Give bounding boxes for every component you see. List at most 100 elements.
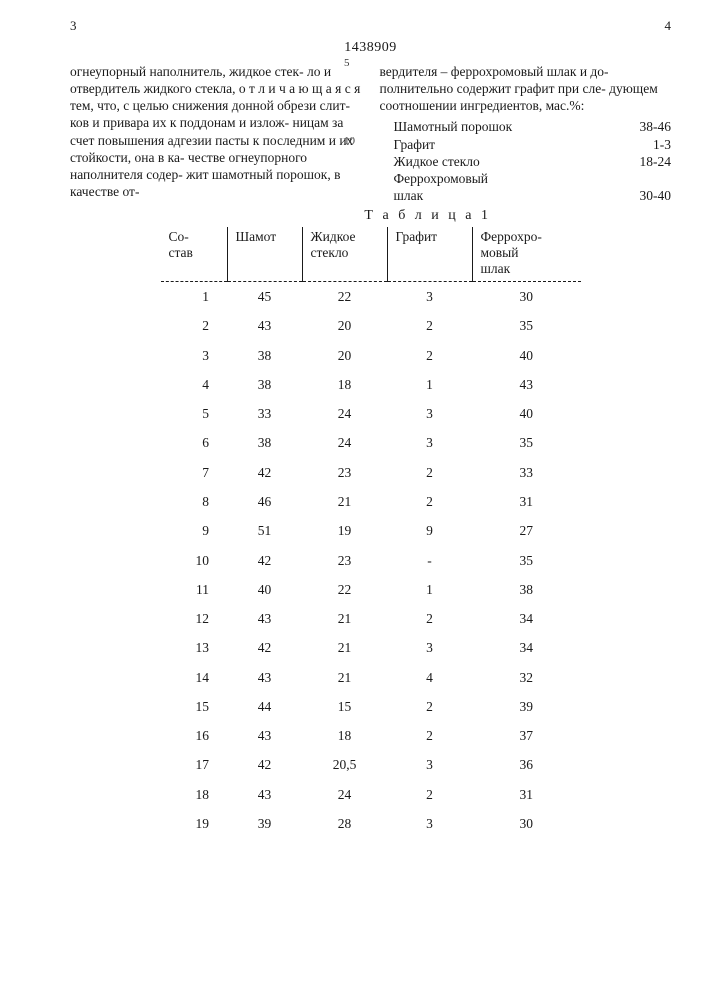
page-number-right: 4 bbox=[665, 18, 672, 35]
table-cell: 1 bbox=[387, 370, 472, 399]
table-cell: 18 bbox=[302, 370, 387, 399]
table-cell: 44 bbox=[227, 692, 302, 721]
table-header-cell: Со-став bbox=[161, 227, 228, 282]
table-cell: 20,5 bbox=[302, 750, 387, 779]
two-column-body: огнеупорный наполнитель, жидкое стек- ло… bbox=[70, 63, 671, 205]
composition-table: Со-ставШамотЖидкоестеклоГрафитФеррохро-м… bbox=[161, 227, 581, 839]
table-row: 134221334 bbox=[161, 633, 581, 662]
table-cell: 2 bbox=[387, 604, 472, 633]
ingredient-value: 18-24 bbox=[621, 153, 671, 170]
table-cell: 2 bbox=[387, 341, 472, 370]
table-cell: 33 bbox=[227, 399, 302, 428]
page-number-left: 3 bbox=[70, 18, 77, 35]
ingredient-name: Феррохромовый bbox=[380, 170, 489, 187]
ingredient-value: 30-40 bbox=[621, 187, 671, 204]
table-cell: 14 bbox=[161, 663, 228, 692]
table-cell: 20 bbox=[302, 311, 387, 340]
table-row: 124321234 bbox=[161, 604, 581, 633]
table-cell: 40 bbox=[472, 399, 581, 428]
table-row: 184324231 bbox=[161, 780, 581, 809]
table-cell: 2 bbox=[387, 721, 472, 750]
table-cell: 38 bbox=[227, 428, 302, 457]
table-row: 74223233 bbox=[161, 458, 581, 487]
table-cell: 39 bbox=[472, 692, 581, 721]
table-cell: 37 bbox=[472, 721, 581, 750]
right-column-text: вердителя – феррохромовый шлак и до- пол… bbox=[380, 63, 672, 115]
table-header-cell: Феррохро-мовыйшлак bbox=[472, 227, 581, 282]
table-cell: 22 bbox=[302, 575, 387, 604]
table-cell: 34 bbox=[472, 633, 581, 662]
table-cell: 2 bbox=[387, 487, 472, 516]
table-cell: 43 bbox=[472, 370, 581, 399]
ingredient-name: Шамотный порошок bbox=[380, 118, 513, 135]
table-cell: 15 bbox=[161, 692, 228, 721]
table-cell: 5 bbox=[161, 399, 228, 428]
table-cell: 43 bbox=[227, 663, 302, 692]
ingredient-row: Жидкое стекло18-24 bbox=[380, 153, 672, 170]
table-cell: 42 bbox=[227, 458, 302, 487]
table-cell: 42 bbox=[227, 546, 302, 575]
table-cell: 9 bbox=[161, 516, 228, 545]
table-cell: 3 bbox=[387, 399, 472, 428]
table-cell: 19 bbox=[161, 809, 228, 838]
right-column: вердителя – феррохромовый шлак и до- пол… bbox=[380, 63, 672, 205]
table-header-cell: Жидкоестекло bbox=[302, 227, 387, 282]
table-row: 104223-35 bbox=[161, 546, 581, 575]
table-cell: 39 bbox=[227, 809, 302, 838]
table-cell: 46 bbox=[227, 487, 302, 516]
table-cell: 4 bbox=[161, 370, 228, 399]
table-cell: 22 bbox=[302, 282, 387, 311]
table-caption: Т а б л и ц а 1 bbox=[70, 207, 491, 225]
table-cell: 8 bbox=[161, 487, 228, 516]
table-cell: 31 bbox=[472, 780, 581, 809]
table-row: 144321432 bbox=[161, 663, 581, 692]
table-cell: 35 bbox=[472, 546, 581, 575]
table-row: 33820240 bbox=[161, 341, 581, 370]
table-row: 14522330 bbox=[161, 282, 581, 311]
table-cell: 35 bbox=[472, 428, 581, 457]
table-cell: 51 bbox=[227, 516, 302, 545]
ingredient-row: Шамотный порошок 38-46 bbox=[380, 118, 672, 135]
table-cell: 23 bbox=[302, 458, 387, 487]
ingredient-value bbox=[621, 170, 671, 187]
table-cell: 9 bbox=[387, 516, 472, 545]
ingredient-name: шлак bbox=[380, 187, 424, 204]
table-cell: 42 bbox=[227, 750, 302, 779]
table-cell: 40 bbox=[472, 341, 581, 370]
table-row: 154415239 bbox=[161, 692, 581, 721]
table-cell: 27 bbox=[472, 516, 581, 545]
table-cell: 10 bbox=[161, 546, 228, 575]
table-row: 84621231 bbox=[161, 487, 581, 516]
table-row: 43818143 bbox=[161, 370, 581, 399]
ingredient-name: Графит bbox=[380, 136, 436, 153]
table-cell: 2 bbox=[387, 458, 472, 487]
table-cell: 30 bbox=[472, 809, 581, 838]
table-cell: 2 bbox=[387, 311, 472, 340]
ingredient-value: 1-3 bbox=[621, 136, 671, 153]
line-marker-10: 10 bbox=[344, 134, 355, 148]
table-cell: 21 bbox=[302, 487, 387, 516]
table-cell: 23 bbox=[302, 546, 387, 575]
table-cell: 24 bbox=[302, 780, 387, 809]
table-cell: 12 bbox=[161, 604, 228, 633]
table-cell: 28 bbox=[302, 809, 387, 838]
table-cell: 18 bbox=[302, 721, 387, 750]
table-cell: 43 bbox=[227, 780, 302, 809]
table-cell: 4 bbox=[387, 663, 472, 692]
table-cell: 6 bbox=[161, 428, 228, 457]
table-cell: 17 bbox=[161, 750, 228, 779]
table-cell: 38 bbox=[227, 370, 302, 399]
ingredient-row: Феррохромовый bbox=[380, 170, 672, 187]
table-row: 174220,5336 bbox=[161, 750, 581, 779]
ingredient-value: 38-46 bbox=[621, 118, 671, 135]
line-marker-5: 5 bbox=[344, 56, 350, 70]
table-row: 114022138 bbox=[161, 575, 581, 604]
table-cell: 7 bbox=[161, 458, 228, 487]
table-cell: 21 bbox=[302, 663, 387, 692]
table-cell: 19 bbox=[302, 516, 387, 545]
table-cell: 3 bbox=[161, 341, 228, 370]
table-row: 63824335 bbox=[161, 428, 581, 457]
table-cell: - bbox=[387, 546, 472, 575]
table-header-cell: Шамот bbox=[227, 227, 302, 282]
table-cell: 3 bbox=[387, 809, 472, 838]
